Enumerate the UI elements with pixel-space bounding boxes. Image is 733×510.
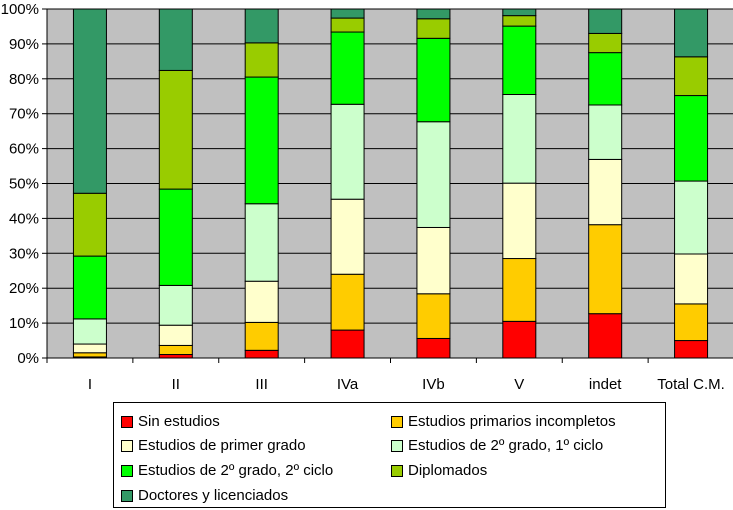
legend-swatch — [121, 490, 133, 502]
bar-segment — [158, 284, 193, 326]
bar-segment — [502, 320, 537, 359]
y-tick-label: 60% — [9, 141, 39, 158]
bar-segment — [72, 255, 107, 320]
bar-segment — [588, 32, 623, 54]
bar-segment — [588, 313, 623, 359]
y-tick-label: 10% — [9, 315, 39, 332]
bar-segment — [588, 52, 623, 106]
y-tick-label: 70% — [9, 106, 39, 123]
bar-segment — [674, 303, 709, 342]
y-tick-label: 100% — [1, 1, 39, 18]
bar-segment — [416, 337, 451, 359]
bar-segment — [72, 192, 107, 257]
bar-segment — [244, 76, 279, 205]
bar-segment — [330, 17, 365, 33]
legend-swatch — [391, 416, 403, 428]
bar-segment — [72, 352, 107, 358]
legend-label: Diplomados — [408, 462, 488, 479]
bar-segment — [502, 94, 537, 184]
x-tick-label: III — [255, 376, 268, 393]
y-tick-label: 40% — [9, 210, 39, 227]
bar-segment — [502, 25, 537, 96]
legend-label: Estudios de 2º grado, 2º ciclo — [138, 462, 334, 479]
legend-label: Doctores y licenciados — [138, 487, 289, 504]
x-tick-label: IVb — [422, 376, 445, 393]
x-tick-label: Total C.M. — [657, 376, 725, 393]
axes — [46, 9, 733, 363]
bar-segment — [158, 324, 193, 346]
bar-segment — [72, 8, 107, 194]
bar-segment — [674, 8, 709, 58]
x-tick-label: V — [514, 376, 524, 393]
y-tick-labels: 0% 10% 20% 30% 40% 50% 60% 70% 80% 90% 100% — [1, 1, 39, 367]
bar-segment — [502, 8, 537, 17]
bar-segment — [502, 182, 537, 260]
legend-swatch — [121, 440, 133, 452]
y-tick-label: 20% — [9, 280, 39, 297]
bar-segment — [72, 318, 107, 345]
bar-segment — [244, 203, 279, 282]
bar-segment — [244, 8, 279, 44]
legend-label: Estudios primarios incompletos — [408, 413, 616, 430]
legend-swatch — [121, 416, 133, 428]
legend-swatch — [121, 465, 133, 477]
bar-segment — [416, 293, 451, 339]
bar-segment — [502, 258, 537, 322]
bar-segment — [674, 340, 709, 359]
x-tick-label: I — [88, 376, 92, 393]
x-tick-label: IVa — [337, 376, 359, 393]
bar-segment — [416, 18, 451, 39]
bar-segment — [244, 321, 279, 351]
bar-segment — [158, 354, 193, 359]
bars — [72, 8, 709, 359]
bar-segment — [330, 8, 365, 19]
bar-segment — [158, 69, 193, 190]
bar-segment — [674, 95, 709, 182]
bar-segment — [416, 8, 451, 20]
y-tick-label: 0% — [17, 350, 39, 367]
bar-segment — [244, 349, 279, 359]
bar-segment — [330, 329, 365, 359]
bar-segment — [588, 104, 623, 160]
y-tick-label: 50% — [9, 176, 39, 193]
y-tick-label: 90% — [9, 36, 39, 53]
x-tick-label: indet — [589, 376, 622, 393]
bar-segment — [158, 344, 193, 356]
legend-swatch — [391, 465, 403, 477]
bar-segment — [588, 8, 623, 34]
bar-segment — [330, 198, 365, 275]
legend-label: Estudios de primer grado — [138, 437, 306, 454]
y-tick-label: 80% — [9, 71, 39, 88]
bar-segment — [674, 56, 709, 97]
bar-segment — [416, 226, 451, 295]
legend-swatch — [391, 440, 403, 452]
bar-segment — [502, 15, 537, 27]
bar-segment — [330, 273, 365, 331]
bar-segment — [330, 31, 365, 105]
bar-segment — [416, 37, 451, 123]
y-tick-label: 30% — [9, 245, 39, 262]
bar-segment — [416, 121, 451, 228]
bar-segment — [674, 253, 709, 305]
legend-label: Estudios de 2º grado, 1º ciclo — [408, 437, 604, 454]
bar-segment — [158, 8, 193, 71]
bar-segment — [588, 158, 623, 226]
legend-label: Sin estudios — [138, 413, 220, 430]
x-tick-label: II — [172, 376, 180, 393]
legend: Sin estudios Estudios primarios incomplet… — [113, 402, 666, 508]
bar-segment — [158, 188, 193, 286]
bar-segment — [244, 42, 279, 78]
bar-segment — [244, 280, 279, 323]
bar-segment — [72, 343, 107, 354]
bar-segment — [588, 224, 623, 315]
stacked-bar-chart: 0%10%20%30%40%50%60%70%80%90%100% I II III… — [1, 1, 733, 393]
bar-segment — [674, 180, 709, 255]
bar-segment — [330, 103, 365, 200]
